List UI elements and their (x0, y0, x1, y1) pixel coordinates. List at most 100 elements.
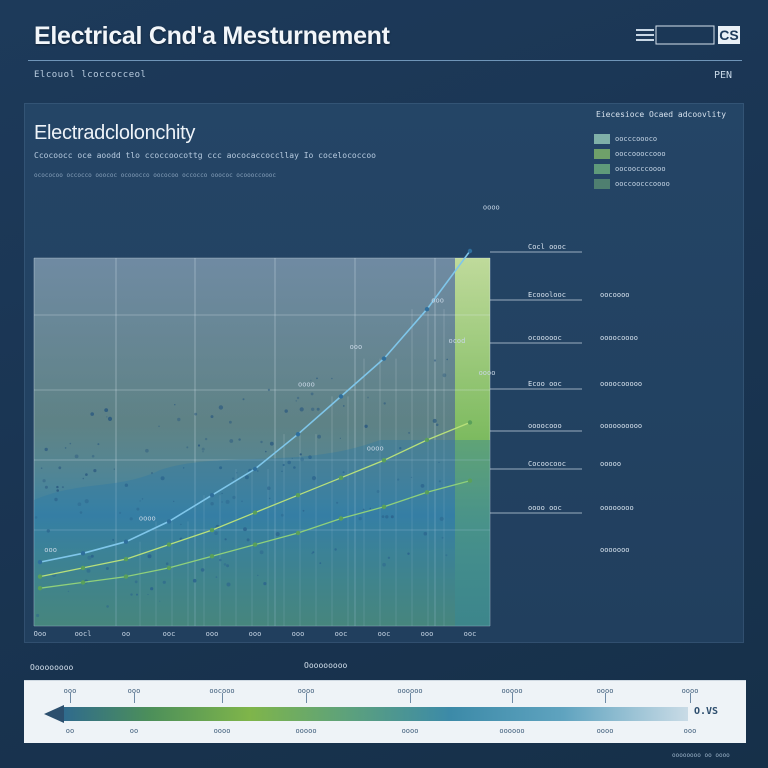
x-tick-label: ooc (378, 630, 391, 638)
splash-dot (141, 498, 144, 500)
scale-tick-bottom: ooooo (295, 727, 317, 735)
splash-dot (439, 516, 444, 522)
right-label-right: oocoooo (600, 291, 630, 299)
x-tick-label: ooo (206, 630, 219, 638)
legend-item: ooccoooccooo (594, 148, 666, 160)
data-point (123, 574, 129, 579)
splash-dot (44, 447, 48, 452)
right-label-right: oooooooooo (600, 422, 642, 430)
x-tick-label: oo (122, 630, 130, 638)
splash-dot (397, 478, 400, 481)
scale-tick-mark (690, 693, 691, 703)
x-tick-labels: Ooo oocl oo ooc ooo ooo ooo ooc ooc ooo ooc (34, 630, 477, 638)
splash-dot (44, 485, 48, 489)
splash-dot (54, 497, 58, 502)
splash-dot (362, 508, 365, 511)
splash-dot (145, 448, 149, 453)
splash-dot (246, 538, 250, 542)
right-label-left: ocoooooc (528, 334, 562, 342)
splash-dot (232, 495, 236, 500)
splash-dot (367, 396, 369, 399)
splash-dot (383, 402, 386, 405)
data-point (338, 475, 344, 480)
data-point (123, 556, 129, 562)
splash-dot (441, 536, 444, 539)
point-label: oooo (479, 369, 496, 377)
splash-dot (336, 501, 339, 504)
splash-dot (438, 461, 440, 464)
splash-dot (229, 420, 232, 424)
splash-dot (106, 416, 108, 418)
arrow-left-icon (44, 705, 64, 723)
data-point (209, 554, 215, 559)
splash-dot (79, 511, 83, 514)
splash-dot (224, 538, 227, 541)
scale-tick-bottom: oooo (596, 727, 614, 735)
data-point (381, 356, 387, 361)
data-point (252, 466, 258, 472)
scale-tick-bottom: oooooo (499, 727, 525, 735)
splash-dot (106, 605, 109, 608)
header-subtitle: Elcouol lcoccocceol (34, 70, 147, 80)
data-point (381, 504, 387, 509)
splash-dot (317, 434, 321, 439)
right-label-left: Ecoo ooc (528, 380, 562, 388)
splash-dot (372, 451, 374, 453)
splash-dot (291, 457, 293, 460)
splash-dot (36, 613, 40, 618)
scale-tick-top: ooooo (501, 687, 523, 695)
splash-dot (84, 499, 89, 504)
splash-dot (316, 377, 318, 380)
splash-dot (221, 492, 223, 495)
splash-dot (312, 551, 315, 554)
splash-dot (287, 460, 292, 465)
splash-dot (46, 529, 50, 533)
splash-dot (229, 439, 234, 443)
splash-dot (280, 513, 284, 517)
splash-dot (268, 497, 271, 500)
data-point (209, 493, 215, 498)
point-label: ocod (449, 337, 466, 345)
scale-tick-mark (410, 693, 411, 703)
splash-dot (438, 480, 441, 483)
splash-dot (130, 593, 133, 596)
splash-dot (77, 502, 82, 507)
brand-logo: CS (636, 25, 740, 45)
data-point (166, 565, 172, 571)
splash-dot (158, 425, 160, 428)
splash-dot (296, 396, 300, 400)
chart-title: Electradclolonchity (34, 122, 196, 144)
legend-item: ooccoocccoooo (594, 178, 670, 190)
splash-dot (56, 485, 59, 489)
splash-dot (150, 472, 154, 475)
splash-dot (90, 412, 94, 416)
right-label-right: oooocooooo (600, 380, 642, 388)
splash-dot (263, 582, 267, 586)
splash-dot (242, 398, 245, 401)
splash-dot (129, 517, 133, 521)
splash-dot (331, 377, 333, 380)
scale-tick-bottom: oo (129, 727, 139, 735)
scale-tick-top: oooo (681, 687, 699, 695)
header-divider (28, 60, 742, 61)
x-tick-label: Ooo (34, 630, 47, 638)
splash-dot (432, 418, 437, 423)
splash-dot (423, 531, 428, 536)
splash-dot (147, 593, 149, 596)
splash-dot (136, 593, 138, 596)
right-label-left: oooo ooc (528, 504, 562, 512)
right-label-right: oooooooo (600, 504, 634, 512)
scale-tick-top: oocooo (209, 687, 235, 695)
splash-dot (310, 392, 314, 396)
scale-tick-top: ooo (127, 687, 141, 695)
splash-dot (259, 550, 264, 555)
splash-dot (85, 473, 88, 476)
splash-dot (223, 563, 227, 566)
splash-dot (192, 578, 197, 583)
splash-dot (173, 500, 175, 503)
splash-dot (257, 574, 259, 577)
x-tick-label: ooc (335, 630, 348, 638)
splash-dot (221, 501, 223, 503)
scale-tick-top: oooo (297, 687, 315, 695)
